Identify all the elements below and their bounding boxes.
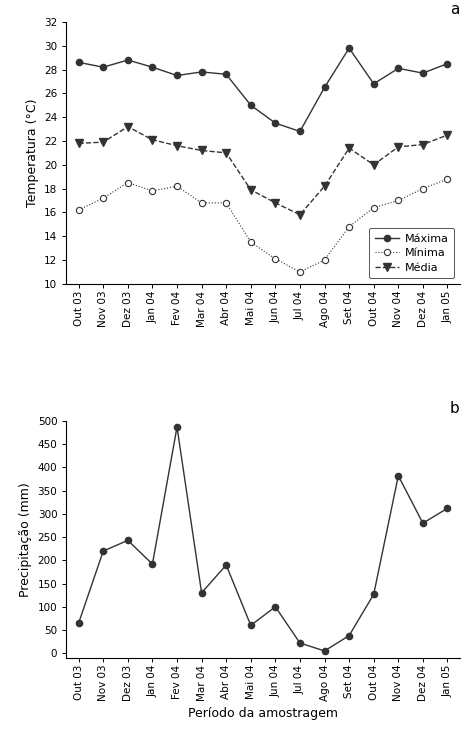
Máxima [420,69,426,77]
Média [297,211,303,219]
Média [174,141,180,150]
Média [395,143,401,151]
Máxima [223,70,229,79]
Máxima [248,101,254,110]
Máxima [297,127,303,136]
Line: Média: Média [75,123,451,219]
Mínima [150,186,155,195]
Line: Máxima: Máxima [75,45,451,135]
Mínima [76,205,82,214]
Mínima [199,199,204,208]
Média [125,122,131,131]
Máxima [199,67,204,76]
Text: b: b [450,401,460,416]
Legend: Máxima, Mínima, Média: Máxima, Mínima, Média [369,228,454,279]
Text: a: a [450,1,460,17]
Máxima [100,63,106,72]
Média [420,140,426,149]
Máxima [395,64,401,73]
Y-axis label: Precipitação (mm): Precipitação (mm) [19,482,32,596]
Mínima [100,194,106,202]
Mínima [273,254,278,263]
Mínima [248,238,254,246]
Máxima [322,83,328,92]
Mínima [125,178,131,187]
Mínima [223,199,229,208]
Mínima [420,184,426,193]
Mínima [174,182,180,191]
Média [199,146,204,155]
Mínima [371,203,376,212]
Mínima [322,256,328,265]
Máxima [125,56,131,64]
Média [223,148,229,157]
Mínima [297,268,303,276]
Mínima [395,196,401,205]
Máxima [174,71,180,80]
Máxima [371,80,376,88]
Média [346,144,352,153]
Média [371,160,376,169]
Line: Mínima: Mínima [75,176,451,275]
Média [248,186,254,194]
Y-axis label: Temperatura (°C): Temperatura (°C) [26,99,38,207]
Mínima [346,222,352,231]
Média [76,139,82,148]
Máxima [150,63,155,72]
Média [100,137,106,146]
Média [273,199,278,208]
Média [445,131,450,140]
Média [150,135,155,144]
Média [322,182,328,191]
Máxima [76,58,82,67]
Máxima [273,118,278,127]
Máxima [346,44,352,53]
Máxima [445,59,450,68]
Mínima [445,175,450,183]
X-axis label: Período da amostragem: Período da amostragem [188,707,338,720]
